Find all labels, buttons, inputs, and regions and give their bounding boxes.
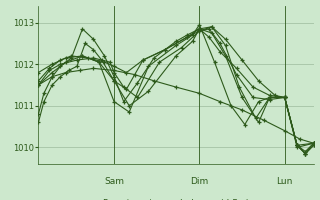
Text: Pression niveau de la mer( hPa ): Pression niveau de la mer( hPa ): [103, 199, 249, 200]
Text: Lun: Lun: [276, 177, 293, 186]
Text: Sam: Sam: [104, 177, 124, 186]
Text: Dim: Dim: [190, 177, 209, 186]
